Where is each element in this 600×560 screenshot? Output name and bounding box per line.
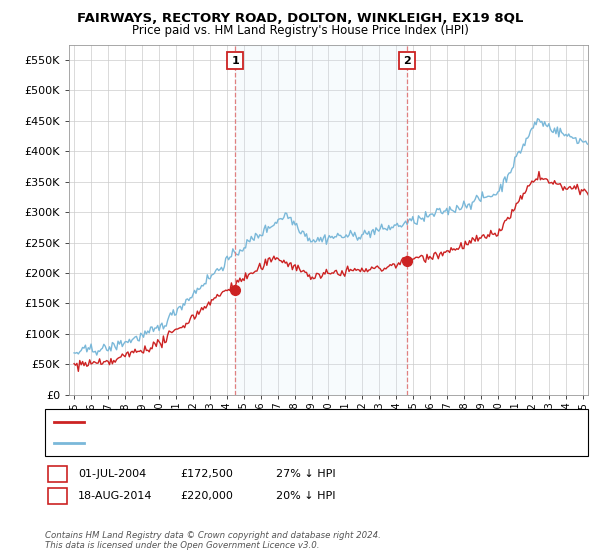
- Text: £172,500: £172,500: [180, 469, 233, 479]
- Text: 2: 2: [403, 55, 411, 66]
- Text: 18-AUG-2014: 18-AUG-2014: [78, 491, 152, 501]
- Bar: [235, 45, 407, 395]
- Text: HPI: Average price, detached house, Torridge: HPI: Average price, detached house, Torr…: [88, 438, 323, 448]
- Text: £220,000: £220,000: [180, 491, 233, 501]
- Text: 1: 1: [54, 469, 61, 479]
- Text: 1: 1: [232, 55, 239, 66]
- Text: 27% ↓ HPI: 27% ↓ HPI: [276, 469, 335, 479]
- Text: 20% ↓ HPI: 20% ↓ HPI: [276, 491, 335, 501]
- Text: 2: 2: [54, 491, 61, 501]
- Text: Contains HM Land Registry data © Crown copyright and database right 2024.
This d: Contains HM Land Registry data © Crown c…: [45, 530, 381, 550]
- Text: Price paid vs. HM Land Registry's House Price Index (HPI): Price paid vs. HM Land Registry's House …: [131, 24, 469, 36]
- Text: FAIRWAYS, RECTORY ROAD, DOLTON, WINKLEIGH, EX19 8QL: FAIRWAYS, RECTORY ROAD, DOLTON, WINKLEIG…: [77, 12, 523, 25]
- Text: FAIRWAYS, RECTORY ROAD, DOLTON, WINKLEIGH, EX19 8QL (detached house): FAIRWAYS, RECTORY ROAD, DOLTON, WINKLEIG…: [88, 417, 494, 427]
- Text: 01-JUL-2004: 01-JUL-2004: [78, 469, 146, 479]
